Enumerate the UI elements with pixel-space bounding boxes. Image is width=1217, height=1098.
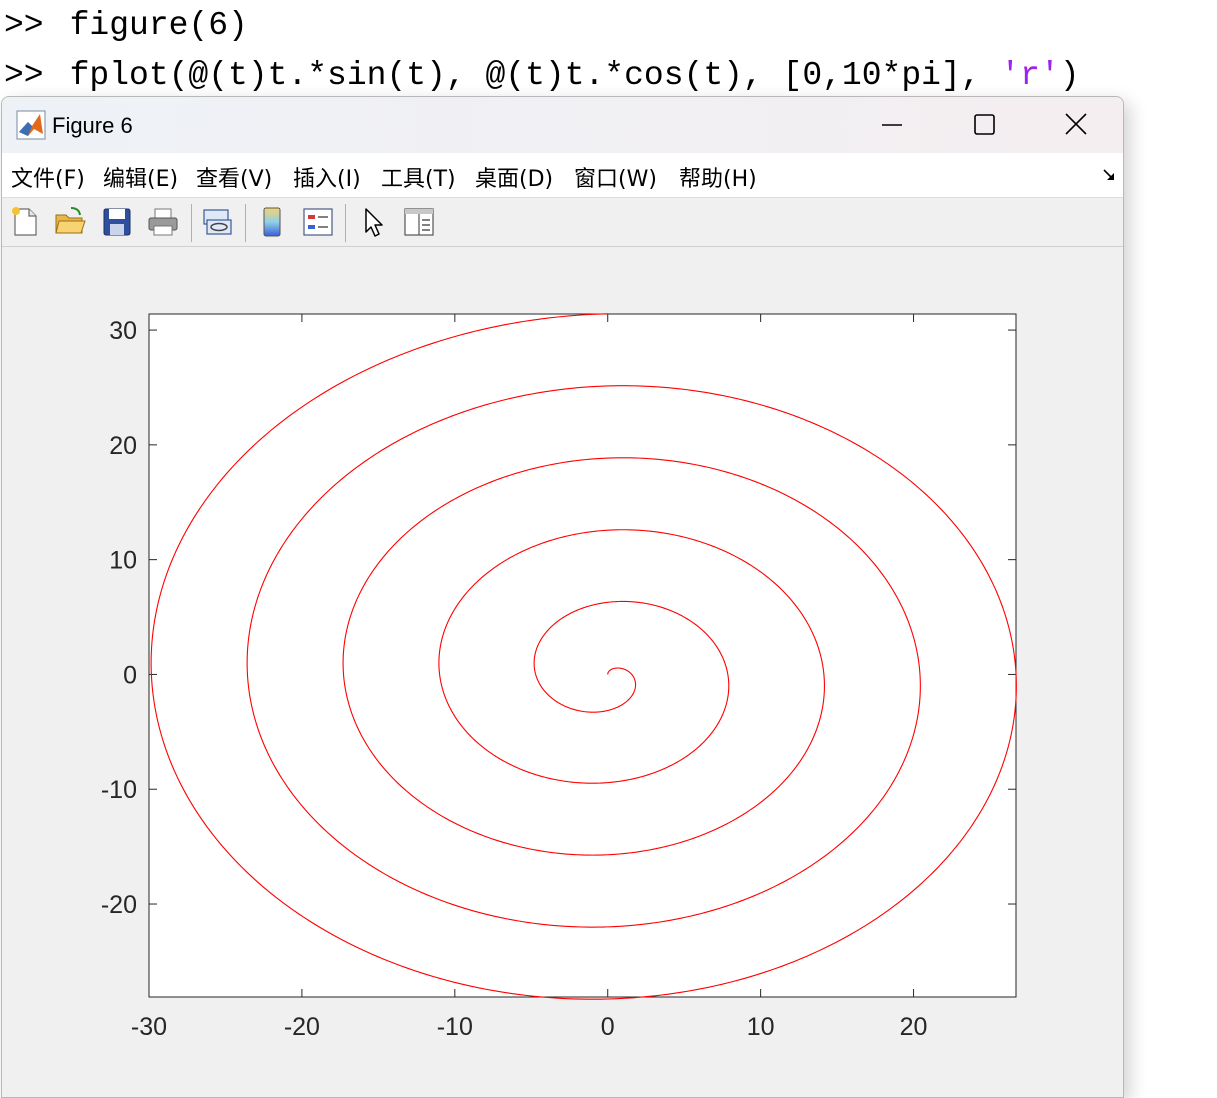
minimize-icon[interactable]	[872, 107, 912, 143]
save-icon[interactable]	[100, 205, 134, 239]
close-icon[interactable]	[1056, 107, 1096, 143]
window-title: Figure 6	[52, 113, 133, 138]
legend-icon[interactable]	[301, 205, 335, 239]
console-command-code: fplot(@(t)t.*sin(t), @(t)t.*cos(t), [0,1…	[69, 57, 1001, 94]
y-tick-label: 10	[109, 547, 137, 575]
x-tick-label: -20	[284, 1013, 320, 1041]
axes-box[interactable]	[148, 313, 1017, 998]
menu-file[interactable]: 文件(F)	[11, 167, 85, 192]
menu-window[interactable]: 窗口(W)	[574, 167, 657, 192]
title-bar[interactable]: Figure 6	[2, 97, 1123, 153]
axis-ticks: -30 -20 -10 0 10 20 30 20 10 0 -10 -20	[101, 314, 1016, 1041]
console-prompt: >>	[4, 7, 44, 44]
toolbar	[2, 198, 1123, 247]
toolbar-separator	[191, 204, 192, 242]
toolbar-separator	[245, 204, 246, 242]
maximize-icon[interactable]	[964, 107, 1004, 143]
x-tick-label: 20	[900, 1013, 928, 1041]
print-icon[interactable]	[146, 205, 180, 239]
x-tick-label: 0	[601, 1013, 615, 1041]
toolbar-separator	[345, 204, 346, 242]
property-inspector-icon[interactable]	[402, 205, 436, 239]
dock-arrow-icon[interactable]	[1101, 167, 1117, 183]
new-figure-icon[interactable]	[8, 205, 42, 239]
colorbar-icon[interactable]	[255, 205, 289, 239]
x-tick-label: 10	[747, 1013, 775, 1041]
console-command-string: 'r'	[1000, 57, 1060, 94]
console-line-2: >> fplot(@(t)t.*sin(t), @(t)t.*cos(t), [0…	[4, 56, 1080, 96]
matlab-icon	[16, 110, 46, 140]
menu-insert[interactable]: 插入(I)	[293, 167, 361, 192]
y-tick-label: -10	[101, 776, 137, 804]
menu-help[interactable]: 帮助(H)	[679, 167, 757, 192]
x-tick-label: -30	[131, 1013, 167, 1041]
console-line-1: >> figure(6)	[4, 6, 248, 46]
y-tick-label: -20	[101, 891, 137, 919]
y-tick-label: 20	[109, 432, 137, 460]
console-command-end: )	[1059, 57, 1080, 94]
menu-bar: 文件(F) 编辑(E) 查看(V) 插入(I) 工具(T) 桌面(D) 窗口(W…	[2, 153, 1123, 198]
console-command: figure(6)	[69, 7, 248, 44]
y-tick-label: 0	[123, 661, 137, 689]
open-file-icon[interactable]	[53, 205, 87, 239]
plot-canvas[interactable]: -30 -20 -10 0 10 20 30 20 10 0 -10 -20	[2, 97, 1123, 1097]
console-prompt: >>	[4, 57, 44, 94]
menu-view[interactable]: 查看(V)	[196, 167, 273, 192]
spiral-curve[interactable]	[150, 313, 1017, 1000]
x-tick-label: -10	[437, 1013, 473, 1041]
y-tick-label: 30	[109, 317, 137, 345]
figure-window: Figure 6 文件(F) 编辑(E) 查看(V) 插入(I) 工具(T) 桌…	[1, 96, 1124, 1098]
menu-tools[interactable]: 工具(T)	[381, 167, 456, 192]
link-plot-icon[interactable]	[200, 205, 234, 239]
edit-plot-arrow-icon[interactable]	[358, 205, 392, 239]
menu-desktop[interactable]: 桌面(D)	[475, 167, 554, 192]
menu-edit[interactable]: 编辑(E)	[103, 167, 179, 192]
